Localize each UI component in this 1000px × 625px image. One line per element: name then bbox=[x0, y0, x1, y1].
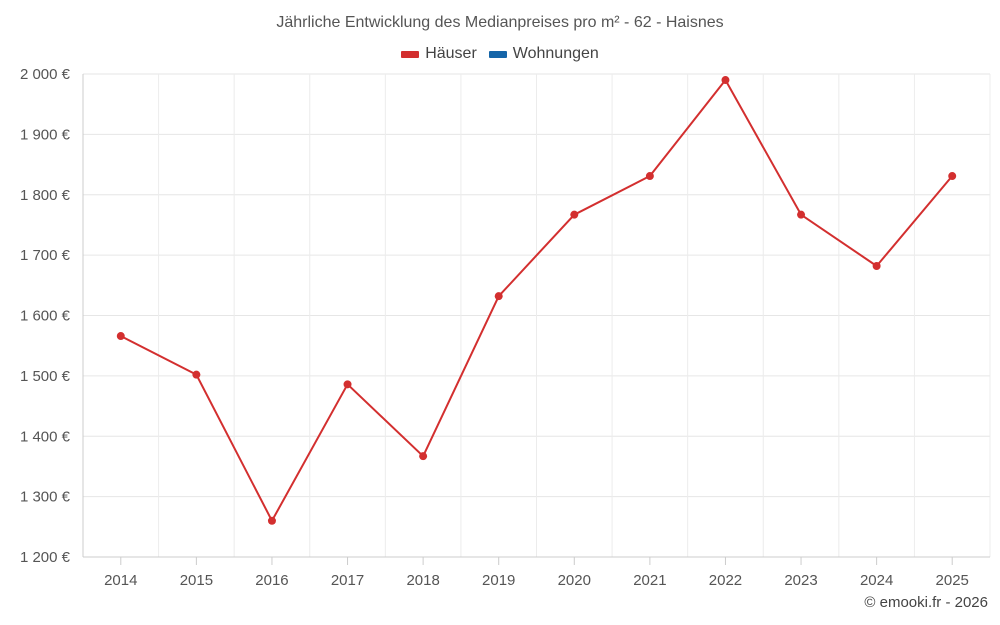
data-point bbox=[721, 76, 730, 85]
y-tick-label: 1 600 € bbox=[20, 308, 71, 325]
y-tick-label: 2 000 € bbox=[20, 66, 71, 83]
data-point bbox=[267, 516, 276, 525]
x-tick-label: 2020 bbox=[558, 572, 591, 589]
x-tick-label: 2023 bbox=[784, 572, 817, 589]
legend-item-haeuser[interactable]: Häuser bbox=[401, 45, 477, 63]
tick-labels: 1 200 € 1 300 € 1 400 € 1 500 € 1 600 € 1 700… bbox=[20, 66, 969, 589]
axes bbox=[82, 74, 990, 565]
data-point bbox=[797, 210, 806, 219]
legend-item-wohnungen[interactable]: Wohnungen bbox=[488, 45, 599, 63]
data-point bbox=[494, 292, 503, 301]
y-tick-label: 1 900 € bbox=[20, 126, 71, 143]
credit-text: © emooki.fr - 2026 bbox=[864, 594, 988, 611]
x-tick-label: 2018 bbox=[406, 572, 439, 589]
x-tick-label: 2016 bbox=[255, 572, 288, 589]
data-point bbox=[872, 261, 881, 270]
data-point bbox=[192, 370, 201, 379]
series-haeuser bbox=[116, 76, 957, 525]
data-point bbox=[948, 172, 957, 181]
grid-lines bbox=[82, 73, 991, 558]
y-tick-label: 1 200 € bbox=[20, 549, 71, 566]
x-tick-label: 2019 bbox=[482, 572, 515, 589]
x-tick-label: 2024 bbox=[860, 572, 893, 589]
x-tick-label: 2021 bbox=[633, 572, 666, 589]
y-tick-label: 1 500 € bbox=[20, 368, 71, 385]
legend-swatch-haeuser bbox=[401, 50, 420, 58]
data-point bbox=[419, 452, 428, 461]
y-tick-label: 1 800 € bbox=[20, 187, 71, 204]
legend-label-haeuser: Häuser bbox=[425, 45, 477, 62]
y-tick-label: 1 700 € bbox=[20, 247, 71, 264]
data-point bbox=[645, 172, 654, 181]
data-point bbox=[343, 380, 352, 389]
x-tick-label: 2017 bbox=[331, 572, 364, 589]
series-line-0 bbox=[120, 79, 953, 522]
legend: Häuser Wohnungen bbox=[0, 45, 1000, 63]
legend-label-wohnungen: Wohnungen bbox=[512, 45, 599, 62]
legend-swatch-wohnungen bbox=[488, 50, 507, 58]
x-tick-label: 2022 bbox=[709, 572, 742, 589]
x-tick-label: 2025 bbox=[936, 572, 969, 589]
data-point bbox=[570, 210, 579, 219]
y-tick-label: 1 400 € bbox=[20, 428, 71, 445]
x-tick-label: 2014 bbox=[104, 572, 137, 589]
data-point bbox=[116, 332, 125, 341]
y-tick-label: 1 300 € bbox=[20, 489, 71, 506]
chart-title: Jährliche Entwicklung des Medianpreises … bbox=[276, 14, 724, 31]
x-tick-label: 2015 bbox=[180, 572, 213, 589]
